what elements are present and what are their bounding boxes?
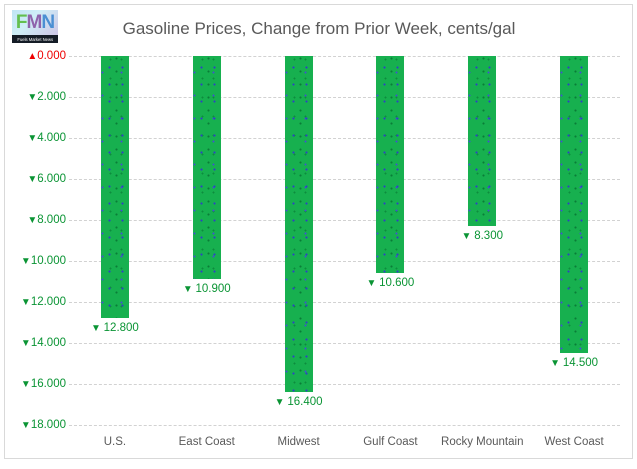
gridline (69, 302, 620, 303)
up-triangle-icon: ▲ (27, 51, 38, 62)
bar-value-label: ▼ 12.800 (90, 322, 139, 335)
bar-u-s (100, 56, 129, 319)
down-triangle-icon: ▼ (27, 92, 38, 103)
logo-letter-m: M (26, 11, 43, 33)
down-triangle-icon: ▼ (20, 338, 31, 349)
category-label: Midwest (277, 436, 320, 448)
chart-title: Gasoline Prices, Change from Prior Week,… (122, 19, 516, 38)
gridline (69, 343, 620, 344)
category-label: Rocky Mountain (441, 436, 524, 448)
gridline (69, 179, 620, 180)
y-tick-label: ▼18.000 (20, 419, 66, 431)
chart-border (4, 4, 633, 459)
down-triangle-icon: ▼ (366, 278, 380, 290)
y-tick-label: ▼10.000 (20, 255, 66, 267)
gridline (69, 97, 620, 98)
down-triangle-icon: ▼ (274, 397, 288, 409)
down-triangle-icon: ▼ (461, 231, 475, 243)
bar-midwest (284, 56, 313, 393)
gridline (69, 384, 620, 385)
fmn-logo-tagline: Fuels Market News (17, 36, 53, 42)
gridline (69, 56, 620, 57)
bar-value-label: ▼ 16.400 (274, 396, 323, 409)
down-triangle-icon: ▼ (27, 174, 38, 185)
gridline (69, 261, 620, 262)
bar-value-label: ▼ 14.500 (550, 357, 599, 370)
down-triangle-icon: ▼ (27, 215, 38, 226)
category-label: East Coast (178, 436, 235, 448)
down-triangle-icon: ▼ (20, 420, 31, 431)
down-triangle-icon: ▼ (27, 133, 38, 144)
y-tick-label: ▼2.000 (27, 91, 66, 103)
down-triangle-icon: ▼ (90, 323, 104, 335)
y-tick-label: ▼14.000 (20, 337, 66, 349)
bar-east-coast (192, 56, 221, 280)
y-tick-label: ▼16.000 (20, 378, 66, 390)
bar-gulf-coast (376, 56, 405, 274)
y-tick-label: ▼4.000 (27, 132, 66, 144)
down-triangle-icon: ▼ (20, 256, 31, 267)
gridline (69, 425, 620, 426)
fmn-logo-tagline-strip: Fuels Market News (12, 35, 58, 43)
gridline (69, 138, 620, 139)
y-tick-label: ▼12.000 (20, 296, 66, 308)
category-label: U.S. (103, 436, 127, 448)
y-tick-label: ▼8.000 (27, 214, 66, 226)
bar-value-label: ▼ 10.600 (366, 277, 415, 290)
y-tick-label: ▼6.000 (27, 173, 66, 185)
logo-letter-n: N (41, 11, 55, 33)
category-label: Gulf Coast (363, 436, 418, 448)
category-label: West Coast (544, 436, 604, 448)
down-triangle-icon: ▼ (182, 284, 196, 296)
bar-west-coast (560, 56, 589, 354)
bar-value-label: ▼ 8.300 (461, 230, 503, 243)
bar-rocky-mountain (468, 56, 497, 227)
gridline (69, 220, 620, 221)
down-triangle-icon: ▼ (20, 379, 31, 390)
logo-letter-f: F (15, 11, 28, 33)
down-triangle-icon: ▼ (20, 297, 31, 308)
bar-value-label: ▼ 10.900 (182, 283, 231, 296)
y-tick-label: ▲0.000 (27, 50, 66, 62)
down-triangle-icon: ▼ (550, 358, 563, 370)
